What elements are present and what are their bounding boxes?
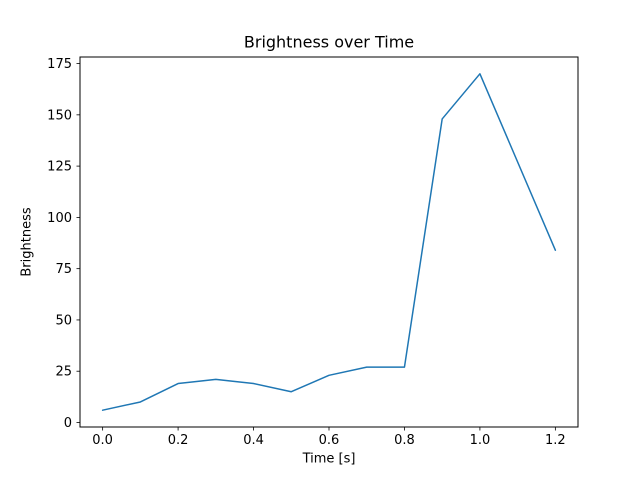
y-axis-label: Brightness xyxy=(19,207,35,277)
x-tick-label: 1.2 xyxy=(545,433,566,448)
y-tick-label: 25 xyxy=(55,365,72,380)
x-tick-label: 0.8 xyxy=(394,433,415,448)
x-tick-label: 0.2 xyxy=(168,433,189,448)
axes-spines xyxy=(79,56,579,428)
y-tick-label: 100 xyxy=(47,211,72,226)
brightness-line-series xyxy=(101,73,557,411)
y-tick-label: 75 xyxy=(55,262,72,277)
y-tick-label: 50 xyxy=(55,313,72,328)
y-tick-label: 125 xyxy=(47,160,72,175)
chart-title: Brightness over Time xyxy=(243,32,415,52)
x-tick-label: 0.4 xyxy=(243,433,264,448)
x-tick-label: 0.0 xyxy=(92,433,113,448)
y-tick-label: 0 xyxy=(64,416,72,431)
x-tick-label: 1.0 xyxy=(470,433,491,448)
y-tick-label: 150 xyxy=(47,108,72,123)
y-tick-label: 175 xyxy=(47,57,72,72)
x-tick-label: 0.6 xyxy=(319,433,340,448)
x-axis-label: Time [s] xyxy=(302,451,356,467)
